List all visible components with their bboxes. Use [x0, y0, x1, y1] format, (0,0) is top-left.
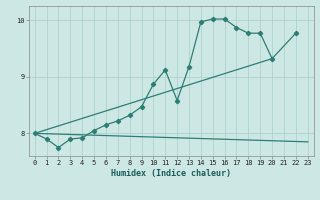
X-axis label: Humidex (Indice chaleur): Humidex (Indice chaleur)	[111, 169, 231, 178]
